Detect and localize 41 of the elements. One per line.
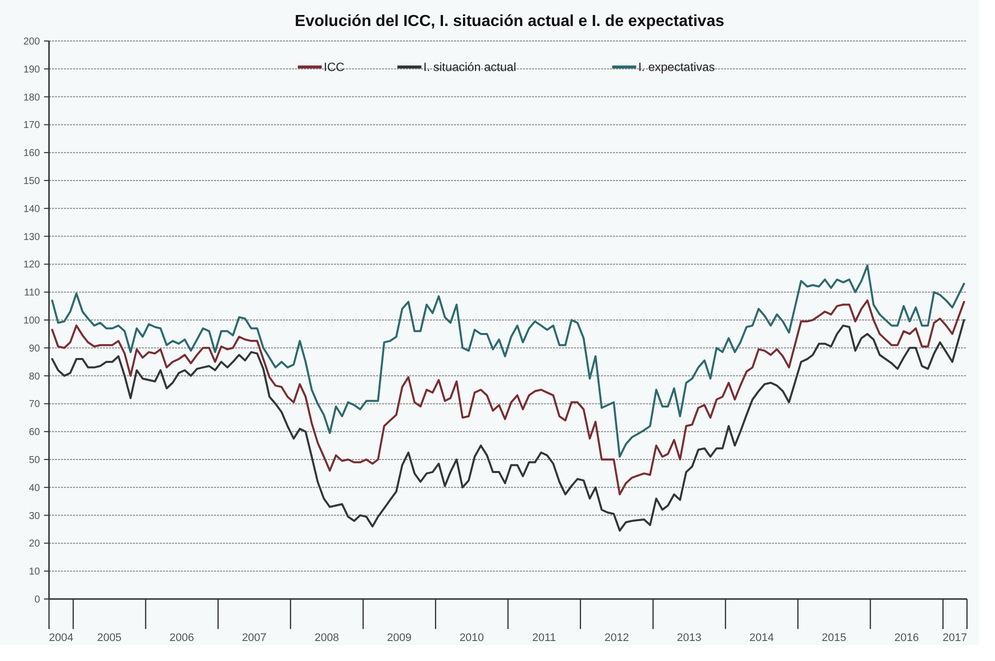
y-tick-label: 150 [23,176,40,187]
x-tick-label: 2009 [387,632,412,644]
y-tick-label: 40 [28,482,40,494]
x-tick-label: 2005 [97,632,122,644]
line-series [51,264,966,458]
legend-label: I. situación actual [423,60,516,74]
y-tick-label: 0 [34,594,40,606]
x-tick-label: 2016 [894,632,919,644]
chart-title: Evolución del ICC, I. situación actual e I. de expectativas [294,13,724,30]
x-tick-label: 2012 [604,632,629,644]
y-tick-label: 160 [23,148,40,160]
y-tick-label: 100 [23,316,40,326]
y-tick-label: 50 [28,455,40,466]
legend-label: ICC [324,60,345,74]
y-tick-label: 190 [23,64,40,76]
y-tick-label: 10 [28,566,40,578]
y-tick-label: 130 [23,232,40,243]
line-series [51,299,966,496]
x-tick-label: 2014 [749,632,774,644]
x-tick-label: 2015 [822,632,846,644]
y-tick-label: 120 [23,260,40,271]
x-tick-label: 2006 [170,632,194,644]
x-tick-label: 2004 [48,632,74,644]
y-tick-label: 200 [23,36,40,48]
y-tick-label: 70 [28,399,40,410]
y-tick-label: 30 [28,510,40,522]
y-tick-label: 20 [28,538,40,550]
legend-label: I. expectativas [638,60,715,74]
x-tick-label: 2011 [532,632,556,644]
y-tick-label: 110 [24,288,40,299]
y-tick-label: 170 [23,120,40,132]
x-tick-label: 2008 [314,632,340,644]
y-tick-label: 140 [23,204,40,215]
x-tick-label: 2007 [242,632,266,644]
y-tick-label: 180 [23,92,40,104]
x-tick-label: 2010 [459,632,484,644]
y-tick-label: 80 [28,371,40,382]
x-tick-label: 2017 [942,632,968,644]
x-tick-label: 2013 [676,632,702,644]
y-tick-label: 90 [28,343,40,354]
y-tick-label: 60 [28,427,40,438]
